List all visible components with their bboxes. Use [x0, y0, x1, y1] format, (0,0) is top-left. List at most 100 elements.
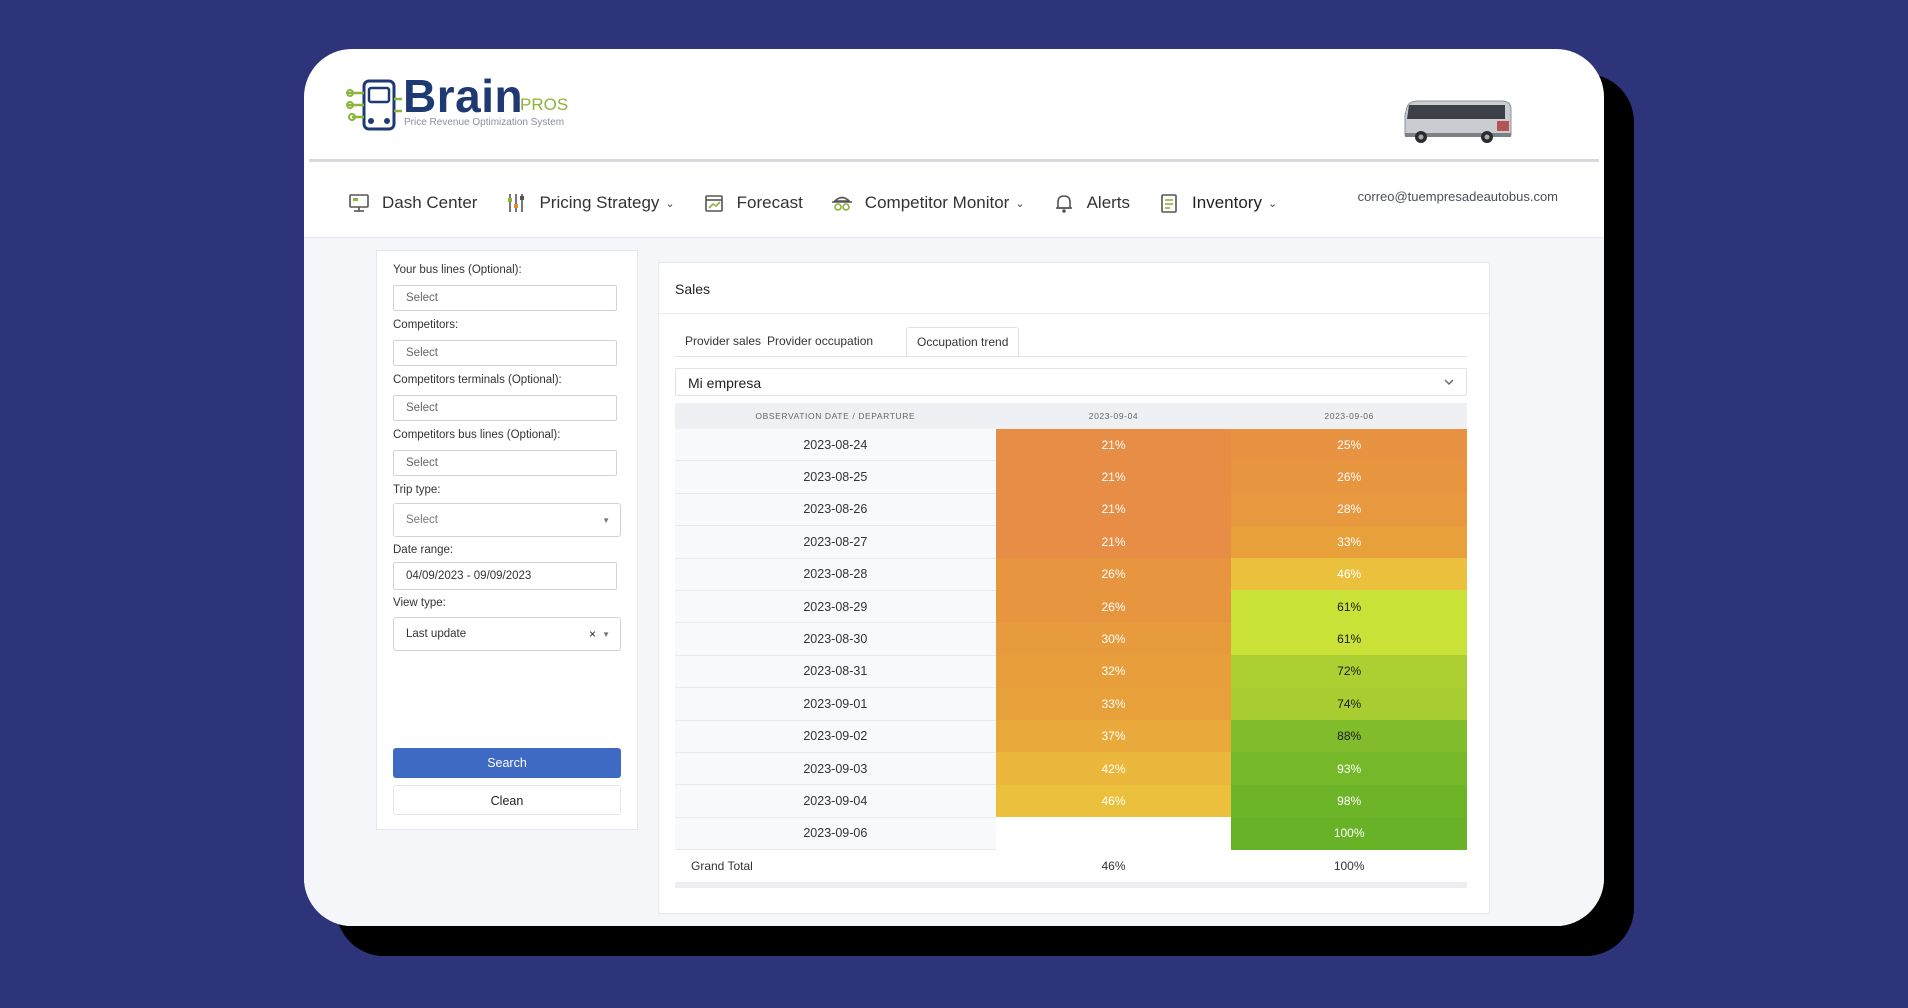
table-row: 2023-08-25 21% 26%	[675, 460, 1467, 494]
sliders-icon	[508, 194, 525, 212]
occupation-cell: 72%	[1231, 655, 1467, 688]
row-date-cell: 2023-09-06	[675, 817, 996, 851]
tab-occupation-trend[interactable]: Occupation trend	[906, 327, 1020, 356]
occupation-cell: 61%	[1231, 590, 1467, 623]
row-date-cell: 2023-09-03	[675, 752, 996, 786]
sales-tabs: Provider sales Provider occupation Occup…	[675, 327, 1467, 357]
row-date-cell: 2023-08-27	[675, 525, 996, 559]
grand-total-cell: 100%	[1231, 849, 1467, 889]
occupation-cell: 33%	[995, 687, 1232, 721]
brand-suffix: PROS	[520, 95, 569, 114]
occupation-cell	[995, 817, 1232, 850]
date-range-input[interactable]: 04/09/2023 - 09/09/2023	[393, 562, 617, 590]
view-type-select[interactable]: Last update × ▼	[393, 617, 621, 651]
caret-down-icon: ▼	[602, 630, 610, 639]
column-header[interactable]: 2023-09-06	[1231, 403, 1467, 429]
nav-alerts[interactable]: Alerts	[1053, 192, 1130, 214]
chevron-down-icon: ⌄	[665, 197, 675, 210]
clean-button[interactable]: Clean	[393, 785, 621, 815]
row-date-cell: 2023-09-04	[675, 784, 996, 818]
occupation-cell: 32%	[995, 655, 1232, 688]
row-date-cell: 2023-09-01	[675, 687, 996, 721]
main-nav: Dash Center Pricing Strategy ⌄ Forecast	[348, 187, 1305, 219]
occupation-cell: 21%	[995, 525, 1232, 559]
comp-bus-lines-label: Competitors bus lines (Optional):	[393, 429, 561, 441]
row-date-cell: 2023-08-25	[675, 460, 996, 494]
occupation-cell: 26%	[995, 558, 1232, 591]
bus-lines-select[interactable]: Select	[393, 285, 617, 311]
table-row: 2023-09-04 46% 98%	[675, 784, 1467, 818]
tab-provider-sales[interactable]: Provider sales	[685, 334, 762, 348]
table-row: 2023-09-02 37% 88%	[675, 720, 1467, 753]
trip-type-select[interactable]: Select ▼	[393, 503, 621, 537]
bus-lines-label: Your bus lines (Optional):	[393, 264, 522, 276]
nav-competitor-monitor[interactable]: Competitor Monitor ⌄	[831, 192, 1025, 214]
nav-dash-center-label: Dash Center	[382, 193, 478, 212]
table-row: 2023-08-31 32% 72%	[675, 655, 1467, 689]
table-row: 2023-08-29 26% 61%	[675, 590, 1467, 624]
nav-dash-center[interactable]: Dash Center	[348, 192, 477, 214]
column-header[interactable]: 2023-09-04	[995, 403, 1232, 429]
occupation-cell: 46%	[1231, 558, 1467, 591]
spy-icon	[831, 196, 852, 211]
nav-forecast[interactable]: Forecast	[703, 192, 803, 214]
header-divider	[309, 159, 1599, 162]
occupation-cell: 98%	[1231, 784, 1467, 818]
grand-total-cell: 46%	[995, 849, 1232, 889]
nav-competitor-monitor-label: Competitor Monitor	[864, 193, 1010, 212]
nav-alerts-label: Alerts	[1086, 193, 1131, 212]
row-date-cell: 2023-08-28	[675, 558, 996, 591]
nav-pricing-strategy-label: Pricing Strategy	[539, 193, 660, 212]
calendar-icon	[704, 195, 723, 212]
nav-inventory[interactable]: Inventory ⌄	[1158, 192, 1277, 214]
sales-title: Sales	[675, 281, 711, 297]
chevron-down-icon: ⌄	[1015, 197, 1025, 210]
occupation-cell: 21%	[995, 460, 1232, 494]
filter-panel: Your bus lines (Optional): Select Compet…	[376, 250, 638, 830]
comp-terminals-select[interactable]: Select	[393, 395, 617, 421]
row-date-cell: 2023-08-29	[675, 590, 996, 624]
row-date-cell: 2023-08-30	[675, 622, 996, 656]
app-window: Brain PROS Price Revenue Optimization Sy…	[304, 49, 1604, 926]
user-email[interactable]: correo@tuempresadeautobus.com	[1357, 189, 1558, 204]
occupation-cell: 37%	[995, 720, 1232, 753]
occupation-cell: 42%	[995, 752, 1232, 785]
occupation-cell: 74%	[1231, 687, 1467, 721]
table-row: 2023-08-24 21% 25%	[675, 429, 1467, 462]
occupation-cell: 26%	[1231, 460, 1467, 494]
table-row: 2023-09-01 33% 74%	[675, 687, 1467, 721]
occupation-trend-table: OBSERVATION DATE / DEPARTURE 2023-09-04 …	[675, 403, 1467, 889]
tab-provider-occupation[interactable]: Provider occupation	[767, 334, 874, 348]
column-header[interactable]: OBSERVATION DATE / DEPARTURE	[675, 403, 996, 429]
search-button[interactable]: Search	[393, 748, 621, 778]
brand-name: Brain	[403, 70, 524, 122]
chevron-down-icon	[1444, 379, 1454, 385]
trip-type-label: Trip type:	[393, 484, 441, 496]
occupation-cell: 88%	[1231, 720, 1467, 753]
company-select[interactable]: Mi empresa	[675, 368, 1467, 396]
occupation-cell: 33%	[1231, 525, 1467, 559]
occupation-cell: 25%	[1231, 429, 1467, 461]
company-value: Mi empresa	[688, 375, 762, 391]
occupation-cell: 100%	[1231, 817, 1467, 850]
brand-logo[interactable]	[346, 71, 576, 143]
clear-icon[interactable]: ×	[588, 627, 596, 641]
inventory-icon	[1161, 194, 1177, 213]
occupation-cell: 46%	[995, 784, 1232, 818]
competitors-select[interactable]: Select	[393, 340, 617, 366]
caret-down-icon: ▼	[602, 516, 610, 525]
bell-icon	[1055, 195, 1072, 213]
occupation-cell: 93%	[1231, 752, 1467, 785]
sales-card: Sales Provider sales Provider occupation…	[658, 262, 1490, 914]
occupation-cell: 26%	[995, 590, 1232, 623]
table-row: 2023-08-30 30% 61%	[675, 622, 1467, 656]
table-row: 2023-09-03 42% 93%	[675, 752, 1467, 786]
occupation-cell: 21%	[995, 493, 1232, 526]
occupation-cell: 21%	[995, 429, 1232, 461]
trip-type-value: Select	[406, 514, 438, 526]
bus-circuit-logo-icon	[346, 79, 402, 131]
nav-pricing-strategy[interactable]: Pricing Strategy ⌄	[505, 192, 675, 214]
comp-bus-lines-select[interactable]: Select	[393, 450, 617, 476]
view-type-label: View type:	[393, 597, 446, 609]
occupation-cell: 28%	[1231, 493, 1467, 526]
